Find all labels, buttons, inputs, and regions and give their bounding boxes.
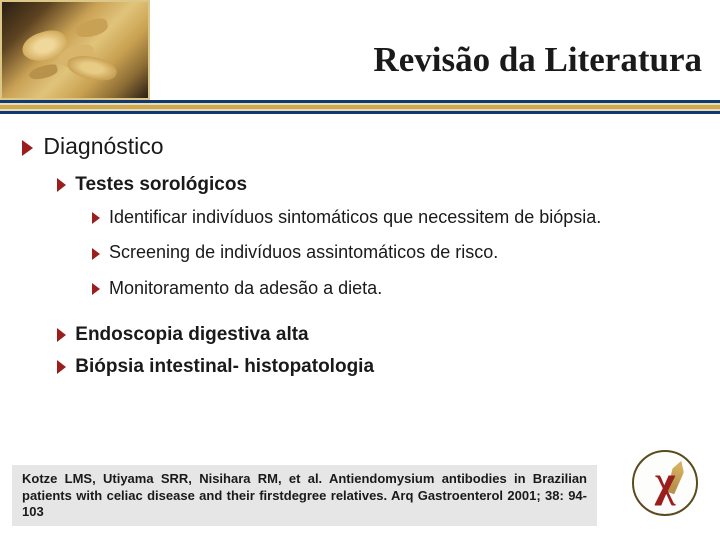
arrow-icon [92,212,100,224]
arrow-icon [57,328,66,342]
heading-level2: Testes sorológicos [57,174,698,196]
logo-circle: χ [632,450,698,516]
celiac-logo: χ [632,450,702,520]
divider-stripes [0,100,720,114]
level3-text: Screening de indivíduos assintomáticos d… [109,242,498,262]
level2-text: Biópsia intestinal- histopatologia [75,356,374,377]
slide-title: Revisão da Literatura [373,40,702,80]
bullet-level3: Identificar indivíduos sintomáticos que … [92,206,698,229]
heading-level2: Biópsia intestinal- histopatologia [57,356,698,378]
bullet-level3: Screening de indivíduos assintomáticos d… [92,241,698,264]
level2-text: Testes sorológicos [75,174,247,195]
heading-level2: Endoscopia digestiva alta [57,324,698,346]
logo-x-icon: χ [655,456,675,507]
heading-level1: Diagnóstico [22,133,698,160]
arrow-icon [92,283,100,295]
citation-footer: Kotze LMS, Utiyama SRR, Nisihara RM, et … [12,465,597,526]
level2-text: Endoscopia digestiva alta [75,324,308,345]
bread-image [0,0,150,100]
header: Revisão da Literatura [0,0,720,115]
arrow-icon [92,248,100,260]
level3-text: Monitoramento da adesão a dieta. [109,278,382,298]
content-area: Diagnóstico Testes sorológicos Identific… [0,115,720,378]
bullet-level3: Monitoramento da adesão a dieta. [92,277,698,300]
level3-text: Identificar indivíduos sintomáticos que … [109,207,601,227]
arrow-icon [22,140,33,156]
arrow-icon [57,178,66,192]
level1-text: Diagnóstico [43,133,163,159]
arrow-icon [57,360,66,374]
